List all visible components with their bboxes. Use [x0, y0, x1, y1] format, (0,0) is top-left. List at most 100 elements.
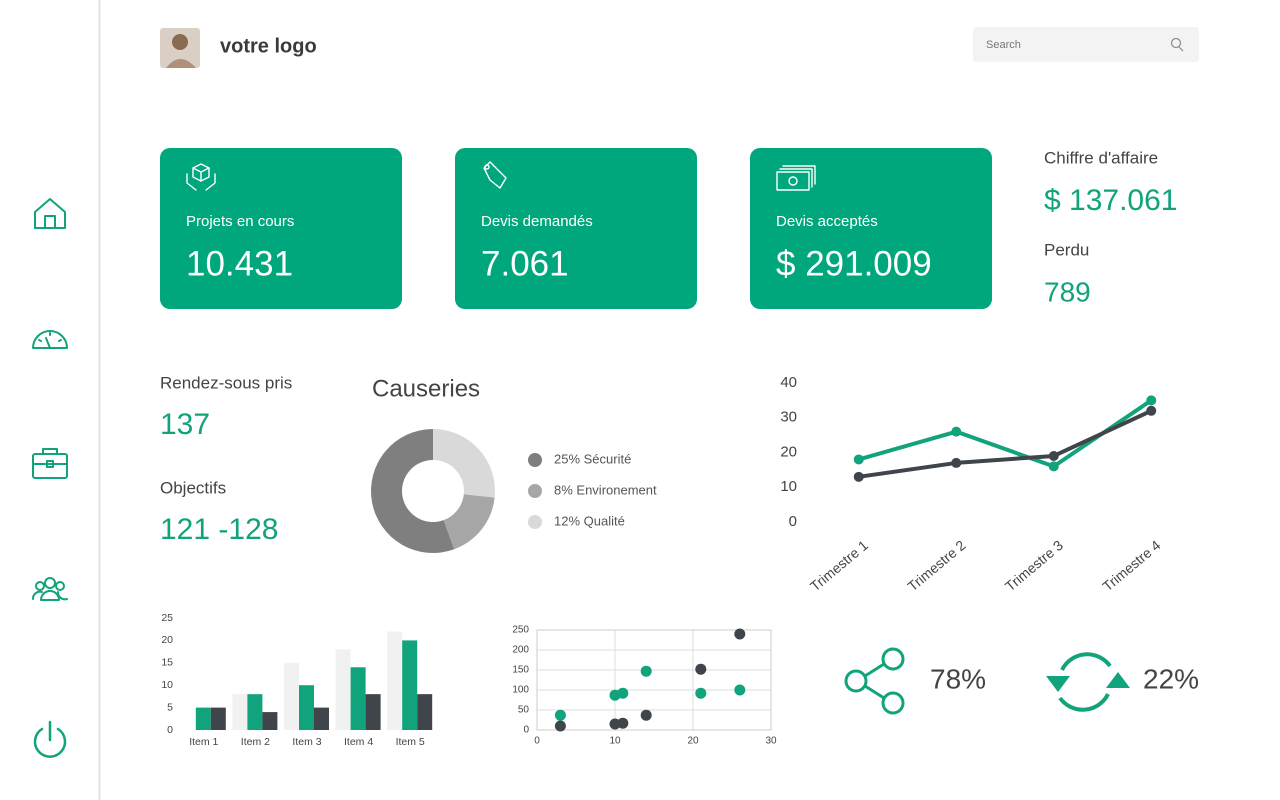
donut-slice: [433, 429, 496, 498]
y-tick-label: 100: [512, 685, 529, 696]
card-icon: [776, 165, 816, 191]
bar: [402, 640, 418, 730]
bar: [387, 631, 403, 730]
y-tick-label: 30: [780, 409, 797, 426]
plot-border: [536, 629, 772, 731]
donut-slice: [443, 494, 495, 550]
x-tick-label: 20: [687, 736, 699, 747]
scatter-point: [617, 717, 629, 729]
y-tick-label: 15: [161, 657, 173, 669]
dashboard-icon[interactable]: [32, 330, 68, 349]
legend-label: 12% Qualité: [554, 513, 625, 528]
y-tick-label: 25: [161, 612, 173, 624]
card-value: $ 291.009: [776, 244, 932, 283]
y-tick-label: 40: [780, 374, 797, 391]
scatter-point: [640, 709, 652, 721]
chart-title: Causeries: [372, 375, 480, 402]
indicator-value: 22%: [1143, 663, 1199, 694]
share-icon: [844, 647, 905, 715]
scatter-point: [734, 684, 746, 696]
scatter-point: [554, 720, 566, 732]
legend-dot: [528, 484, 542, 498]
bar: [284, 662, 299, 730]
card-value: 7.061: [481, 244, 569, 283]
bar: [314, 707, 329, 730]
team-icon[interactable]: [32, 577, 68, 601]
card-value: 10.431: [186, 244, 293, 283]
bar: [210, 707, 226, 730]
scatter-point: [734, 628, 746, 640]
legend-dot: [528, 453, 542, 467]
home-icon[interactable]: [34, 198, 66, 229]
x-tick-label: Item 5: [396, 736, 425, 748]
card: Projets en cours 10.431: [160, 148, 402, 309]
y-tick-label: 150: [512, 665, 529, 676]
line-series: [858, 408, 1153, 479]
x-tick-label: Item 3: [292, 736, 321, 748]
y-tick-label: 50: [518, 705, 530, 716]
y-tick-label: 250: [512, 625, 529, 636]
card: Devis demandés 7.061: [455, 148, 697, 309]
line-point: [853, 471, 864, 482]
y-tick-label: 0: [523, 725, 529, 736]
line-point: [1146, 395, 1157, 406]
donut-slice: [370, 429, 455, 553]
avatar: [160, 28, 200, 68]
line-point: [951, 457, 962, 468]
bar: [365, 694, 381, 730]
y-tick-label: 200: [512, 645, 529, 656]
scatter-point: [695, 687, 707, 699]
y-tick-label: 20: [780, 443, 797, 460]
card-label: Devis acceptés: [776, 213, 878, 230]
stat-label: Objectifs: [160, 478, 226, 497]
logo-text: votre logo: [220, 35, 317, 57]
card-icon: [186, 163, 216, 191]
y-tick-label: 10: [161, 679, 173, 691]
bar: [247, 694, 263, 730]
search-placeholder: Search: [986, 39, 1021, 51]
x-tick-label: 0: [534, 736, 540, 747]
y-tick-label: 10: [780, 478, 797, 495]
summary-value: $ 137.061: [1044, 184, 1177, 217]
x-tick-label: 30: [765, 736, 777, 747]
card: Devis acceptés $ 291.009: [750, 148, 992, 309]
card-label: Devis demandés: [481, 213, 593, 230]
bar: [335, 649, 351, 730]
refresh-icon: [1046, 652, 1130, 712]
x-tick-label: Item 4: [344, 736, 373, 748]
legend-label: 25% Sécurité: [554, 451, 631, 466]
indicator-value: 78%: [930, 663, 986, 694]
line-point: [853, 454, 864, 465]
scatter-point: [617, 687, 629, 699]
bar: [350, 667, 366, 730]
stat-label: Rendez-sous pris: [160, 373, 292, 392]
legend-dot: [528, 515, 542, 529]
bar: [232, 694, 248, 730]
x-tick-label: 10: [609, 736, 621, 747]
card-label: Projets en cours: [186, 213, 294, 230]
legend-label: 8% Environement: [554, 482, 657, 497]
line-point: [1048, 450, 1059, 461]
y-tick-label: 0: [789, 513, 797, 530]
y-tick-label: 5: [167, 701, 173, 713]
y-tick-label: 20: [161, 634, 173, 646]
card-icon: [483, 161, 507, 189]
scatter-point: [554, 709, 566, 721]
search-box[interactable]: Search: [973, 27, 1199, 62]
summary-label: Perdu: [1044, 240, 1089, 259]
bar: [299, 685, 314, 730]
scatter-point: [695, 663, 707, 675]
power-icon[interactable]: [33, 720, 67, 758]
y-tick-label: 0: [167, 724, 173, 736]
line-point: [1048, 461, 1059, 472]
line-point: [1146, 405, 1157, 416]
bar: [417, 694, 433, 730]
x-tick-label: Item 1: [189, 736, 218, 748]
line-point: [951, 426, 962, 437]
bar: [195, 707, 211, 730]
briefcase-icon[interactable]: [32, 448, 68, 479]
scatter-point: [640, 665, 652, 677]
summary-label: Chiffre d'affaire: [1044, 148, 1158, 167]
